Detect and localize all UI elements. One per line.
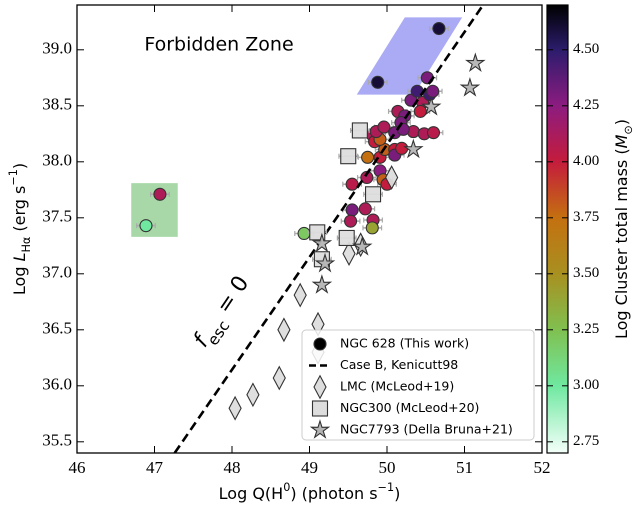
point [432, 21, 446, 36]
point [340, 148, 357, 165]
point [345, 203, 359, 217]
point [465, 52, 486, 72]
point [311, 232, 333, 253]
line-label: fesc = 0 [189, 272, 259, 355]
label-part: ) [10, 163, 29, 169]
y-tick-label: 35.5 [42, 431, 72, 450]
series [136, 21, 449, 241]
point [293, 282, 307, 308]
series [311, 52, 486, 294]
x-tick-label: 50 [379, 458, 396, 477]
point [153, 187, 167, 201]
point [459, 77, 481, 97]
label-part: Log [10, 261, 29, 295]
label-part: −1 [378, 481, 395, 494]
y-tick-label: 37.5 [42, 207, 72, 226]
legend-marker [311, 400, 329, 417]
point [395, 141, 409, 155]
shaded-region [356, 17, 463, 95]
point [338, 229, 355, 247]
label-part: Hα [20, 237, 33, 253]
label-part: = 0 [208, 272, 255, 324]
point [358, 202, 372, 216]
x-tick-label: 47 [146, 458, 164, 477]
colorbar-tick-label: 4.25 [573, 97, 599, 113]
label-part: L [10, 253, 29, 262]
colorbar-label: Log Cluster total mass (M⊙) [612, 119, 635, 339]
x-tick-label: 48 [224, 458, 241, 477]
point [342, 241, 356, 267]
point [344, 214, 358, 228]
label-part: ) [394, 484, 400, 503]
point [272, 365, 286, 391]
label-part: Log Q(H [219, 484, 284, 503]
colorbar [546, 4, 569, 454]
plot-area [131, 5, 486, 453]
colorbar-tick-label: 3.50 [573, 265, 599, 281]
colorbar-tick-label: 2.75 [573, 433, 599, 449]
label-part: M [612, 134, 631, 148]
legend-marker [313, 374, 327, 400]
point [351, 122, 368, 139]
colorbar-tick-label: 4.00 [573, 153, 599, 169]
colorbar-tick-label: 3.75 [573, 209, 599, 225]
point [228, 395, 242, 421]
legend-label: Case B, Kenicutt98 [340, 357, 458, 372]
point [426, 84, 440, 98]
label-part: ) (photon s [290, 484, 377, 503]
label-part: −1 [7, 169, 20, 186]
y-tick-label: 36.0 [42, 375, 72, 394]
x-tick-label: 51 [456, 458, 473, 477]
colorbar-tick-label: 3.25 [573, 321, 599, 337]
legend-label: NGC300 (McLeod+20) [340, 400, 479, 415]
label-part: ) [612, 119, 631, 125]
legend-label: NGC 628 (This work) [340, 336, 469, 351]
point [420, 96, 442, 116]
y-tick-label: 37.0 [42, 263, 72, 282]
point [364, 186, 382, 203]
x-tick-label: 52 [534, 458, 551, 477]
point [314, 252, 336, 273]
point [351, 236, 373, 256]
legend-marker [309, 419, 331, 439]
y-axis-label: Log LHα (erg s−1) [7, 163, 33, 295]
point [377, 120, 391, 134]
point [361, 150, 375, 164]
colorbar-tick-label: 3.00 [573, 377, 599, 393]
line [173, 5, 485, 453]
x-axis-label: Log Q(H0) (photon s−1) [219, 481, 401, 503]
y-tick-label: 38.0 [42, 151, 72, 170]
point [311, 274, 333, 294]
legend-marker [313, 337, 327, 351]
point [365, 221, 379, 235]
y-tick-label: 38.5 [42, 95, 72, 114]
legend: NGC 628 (This work) Case B, Kenicutt98 LMC… [301, 329, 535, 441]
point [385, 165, 399, 190]
annotation: Forbidden Zone [144, 34, 293, 56]
legend-label: NGC7793 (Della Bruna+21) [340, 422, 513, 437]
y-tick-label: 36.5 [42, 319, 72, 338]
point [371, 75, 385, 89]
label-part: 0 [283, 481, 290, 494]
point [403, 138, 424, 159]
point [139, 219, 153, 233]
point [345, 177, 359, 191]
point [277, 317, 291, 343]
colorbar-tick-label: 4.50 [573, 41, 599, 57]
legend-box [301, 329, 535, 441]
x-tick-label: 49 [301, 458, 318, 477]
point [413, 104, 427, 118]
y-tick-label: 39.0 [42, 39, 72, 58]
x-tick-label: 46 [69, 458, 86, 477]
point [426, 126, 441, 140]
label-part: Log Cluster total mass ( [612, 148, 631, 339]
point [246, 382, 260, 408]
label-part: ⊙ [622, 125, 635, 134]
label-part: (erg s [10, 186, 29, 237]
point [360, 170, 374, 185]
legend-label: LMC (McLeod+19) [340, 379, 454, 394]
